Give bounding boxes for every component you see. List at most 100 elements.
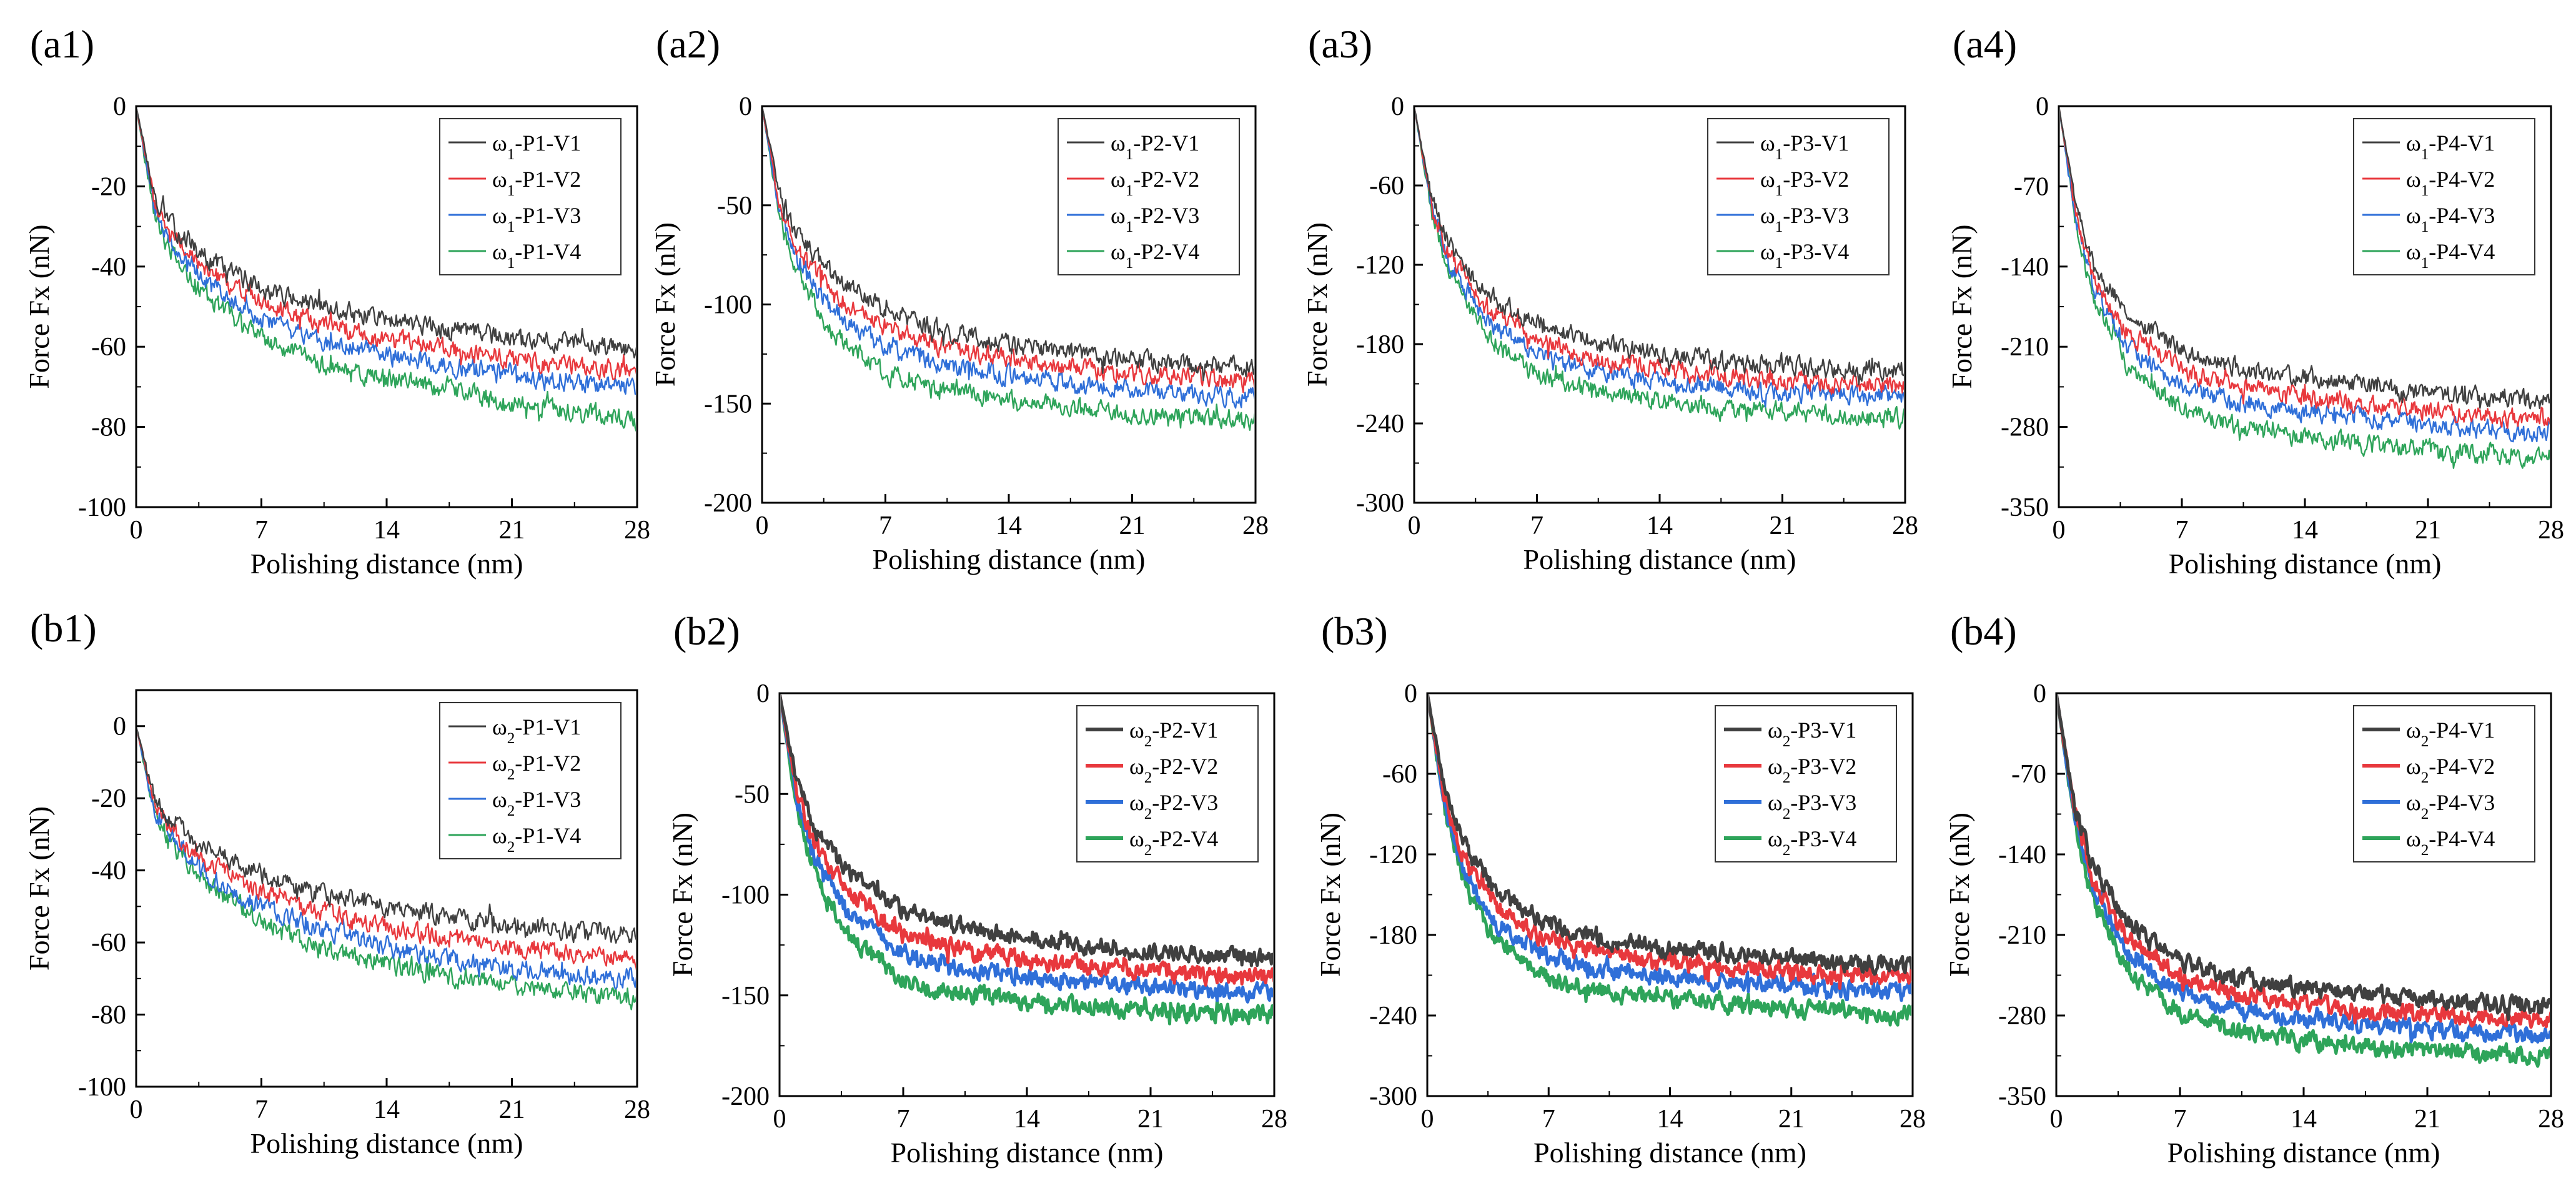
x-tick-label: 14: [2291, 1105, 2317, 1134]
x-tick-label: 0: [1408, 511, 1421, 540]
series-line-3: [2060, 109, 2550, 443]
series-lines: [1429, 694, 1911, 1027]
y-tick-label: -60: [1369, 172, 1404, 200]
x-tick-label: 14: [374, 1095, 400, 1124]
y-axis-label: Force Fx (nN): [23, 806, 55, 971]
chart-panel-2: (a3) 0 7 14 21 28 0 -60 -120 -180 -240 -300 Polishin…: [1301, 22, 1918, 575]
legend-entry-2: ω2-P1-V2: [492, 751, 581, 783]
legend-entry-2: ω2-P2-V2: [1129, 754, 1218, 786]
panel-label: (a1): [30, 22, 94, 66]
panel-label: (b3): [1321, 609, 1388, 653]
y-tick-label: -70: [2014, 172, 2049, 201]
x-tick-label: 28: [1261, 1105, 1287, 1134]
y-tick-label: -70: [2011, 760, 2046, 789]
x-tick-label: 0: [130, 1095, 143, 1124]
x-tick-label: 0: [2053, 516, 2066, 545]
y-tick-label: -280: [2001, 413, 2049, 442]
series-lines: [763, 109, 1254, 431]
legend-entry-3: ω2-P1-V3: [492, 787, 581, 819]
y-tick-label: -240: [1356, 410, 1404, 438]
legend-entry-4: ω2-P3-V4: [1768, 826, 1856, 859]
series-line-3: [763, 109, 1254, 409]
series-line-3: [1429, 694, 1911, 1002]
y-axis-label: Force Fx (nN): [649, 222, 681, 387]
legend-entry-1: ω2-P3-V1: [1768, 718, 1856, 750]
legend-entry-1: ω1-P2-V1: [1111, 131, 1199, 163]
y-axis-label: Force Fx (nN): [23, 224, 55, 388]
x-tick-label: 7: [897, 1105, 910, 1134]
x-axis-label: Polishing distance (nm): [250, 1127, 523, 1159]
x-tick-label: 21: [1778, 1105, 1805, 1134]
series-line-2: [2060, 109, 2550, 429]
legend: ω1-P3-V1 ω1-P3-V2 ω1-P3-V3 ω1-P3-V4: [1707, 118, 1890, 275]
y-tick-label: -210: [2001, 333, 2049, 362]
x-tick-label: 0: [756, 511, 769, 540]
panel-label: (a2): [656, 22, 720, 66]
y-tick-label: 0: [756, 679, 770, 708]
y-tick-label: -100: [704, 291, 752, 320]
y-tick-label: -50: [735, 780, 770, 809]
y-tick-label: -210: [1998, 921, 2046, 950]
x-tick-label: 0: [773, 1105, 786, 1134]
series-line-4: [1429, 694, 1911, 1027]
y-tick-label: 0: [739, 92, 752, 121]
series-line-2: [137, 109, 636, 381]
y-axis-label: Force Fx (nN): [1314, 813, 1346, 977]
y-tick-label: -150: [721, 982, 770, 1011]
y-tick-label: -80: [91, 413, 126, 442]
y-tick-label: -100: [78, 1073, 126, 1102]
x-tick-label: 0: [130, 516, 143, 545]
x-tick-label: 21: [1119, 511, 1146, 540]
series-line-2: [781, 694, 1273, 987]
x-tick-label: 28: [624, 1095, 650, 1124]
legend-entry-4: ω2-P2-V4: [1129, 826, 1218, 859]
legend-entry-1: ω2-P1-V1: [492, 714, 581, 747]
series-lines: [781, 694, 1273, 1026]
legend-entry-2: ω2-P3-V2: [1768, 754, 1856, 786]
y-axis-label: Force Fx (nN): [1946, 224, 1978, 388]
legend-entry-3: ω1-P2-V3: [1111, 203, 1199, 235]
series-line-2: [763, 109, 1254, 393]
x-tick-label: 7: [1542, 1105, 1555, 1134]
legend-entry-4: ω1-P2-V4: [1111, 239, 1199, 272]
x-tick-label: 0: [2050, 1105, 2063, 1134]
legend-box: [1076, 705, 1259, 862]
x-tick-label: 21: [499, 1095, 525, 1124]
series-line-4: [2060, 109, 2550, 469]
x-tick-label: 0: [1421, 1105, 1434, 1134]
series-line-1: [1429, 694, 1911, 976]
series-lines: [1415, 109, 1904, 430]
x-tick-label: 7: [2174, 1105, 2187, 1134]
series-line-2: [137, 728, 636, 971]
x-tick-label: 14: [1014, 1105, 1040, 1134]
panel-label: (a3): [1308, 22, 1372, 66]
y-tick-label: -180: [1369, 921, 1417, 950]
x-tick-label: 28: [1892, 511, 1918, 540]
x-tick-label: 7: [2176, 516, 2189, 545]
x-axis-label: Polishing distance (nm): [1523, 543, 1796, 575]
x-tick-label: 7: [879, 511, 892, 540]
panel-label: (b4): [1950, 609, 2017, 653]
x-tick-label: 28: [2538, 516, 2564, 545]
x-tick-label: 21: [2415, 516, 2441, 545]
y-tick-label: -60: [91, 333, 126, 362]
legend-box: [2353, 118, 2535, 275]
y-tick-label: 0: [2033, 679, 2046, 708]
panel-label: (b1): [30, 606, 97, 650]
y-tick-label: 0: [113, 92, 126, 121]
y-tick-label: -40: [91, 857, 126, 886]
panel-label: (a4): [1953, 22, 2017, 66]
y-tick-label: -200: [704, 489, 752, 518]
y-tick-label: -280: [1998, 1002, 2046, 1030]
legend-entry-1: ω1-P4-V1: [2406, 131, 2495, 163]
legend: ω1-P2-V1 ω1-P2-V2 ω1-P2-V3 ω1-P2-V4: [1058, 118, 1240, 275]
y-tick-label: 0: [113, 713, 126, 741]
legend-entry-2: ω1-P4-V2: [2406, 167, 2495, 199]
x-tick-label: 28: [2538, 1105, 2564, 1134]
y-axis-label: Force Fx (nN): [666, 813, 698, 977]
legend-entry-2: ω1-P3-V2: [1760, 167, 1849, 199]
x-tick-label: 14: [996, 511, 1022, 540]
y-tick-label: -60: [91, 929, 126, 957]
series-lines: [137, 728, 636, 1011]
series-line-2: [2058, 694, 2550, 1029]
